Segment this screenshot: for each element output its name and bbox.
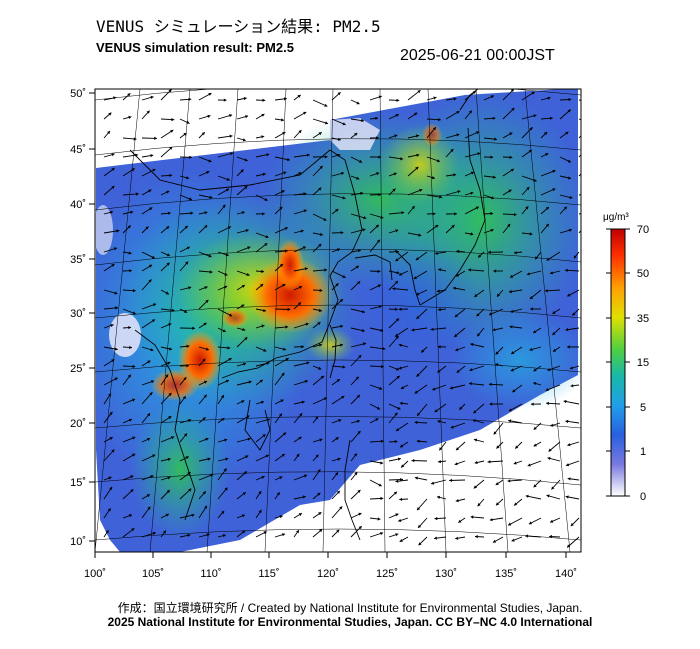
lat-tick-label: 25˚ <box>70 363 86 375</box>
lat-tick-label: 20˚ <box>70 418 86 430</box>
wind-vectors <box>103 89 581 548</box>
page-title-japanese: VENUS シミュレーション結果: PM2.5 <box>96 17 381 36</box>
lat-tick-label: 15˚ <box>70 477 86 489</box>
lon-tick-label: 120˚ <box>317 568 339 580</box>
timestamp: 2025-06-21 00:00JST <box>400 47 555 64</box>
lon-tick-label: 105˚ <box>142 568 164 580</box>
colorbar-label: 0 <box>640 491 646 503</box>
colorbar-label: 35 <box>637 313 649 325</box>
lat-tick-label: 45˚ <box>70 144 86 156</box>
credit-line-1: 作成：国立環境研究所 / Created by National Institu… <box>117 601 583 615</box>
colorbar-label: 15 <box>637 357 649 369</box>
lon-tick-label: 115˚ <box>258 568 279 580</box>
map-frame <box>94 88 582 553</box>
lat-tick-label: 50˚ <box>70 88 86 100</box>
colorbar-label: 50 <box>637 268 649 280</box>
lat-tick-label: 35˚ <box>70 254 86 266</box>
colorbar-ticks: 70 50 35 15 5 1 0 <box>606 224 649 503</box>
lon-tick-label: 110˚ <box>200 568 221 580</box>
colorbar-label: 1 <box>640 446 646 458</box>
lon-tick-label: 130˚ <box>435 568 457 580</box>
lon-tick-label: 125˚ <box>376 568 398 580</box>
longitude-axis: 100˚ 105˚ 110˚ 115˚ 120˚ 125˚ 130˚ 135˚ 140˚ <box>84 552 577 580</box>
lon-tick-label: 100˚ <box>84 568 106 580</box>
lat-tick-label: 30˚ <box>70 308 86 320</box>
map-area <box>95 89 581 552</box>
lon-tick-label: 140˚ <box>555 568 577 580</box>
lon-tick-label: 135˚ <box>495 568 517 580</box>
lat-tick-label: 10˚ <box>70 536 86 548</box>
latitude-axis: 50˚ 45˚ 40˚ 35˚ 30˚ 25˚ 20˚ 15˚ 10˚ <box>70 88 95 548</box>
colorbar-label: 70 <box>637 224 649 236</box>
lat-tick-label: 40˚ <box>70 199 86 211</box>
colorbar <box>610 228 626 497</box>
colorbar-unit: μg/m³ <box>603 212 629 223</box>
credit-line-2: 2025 National Institute for Environmenta… <box>107 615 593 629</box>
page-title-english: VENUS simulation result: PM2.5 <box>96 40 294 55</box>
colorbar-label: 5 <box>640 402 646 414</box>
